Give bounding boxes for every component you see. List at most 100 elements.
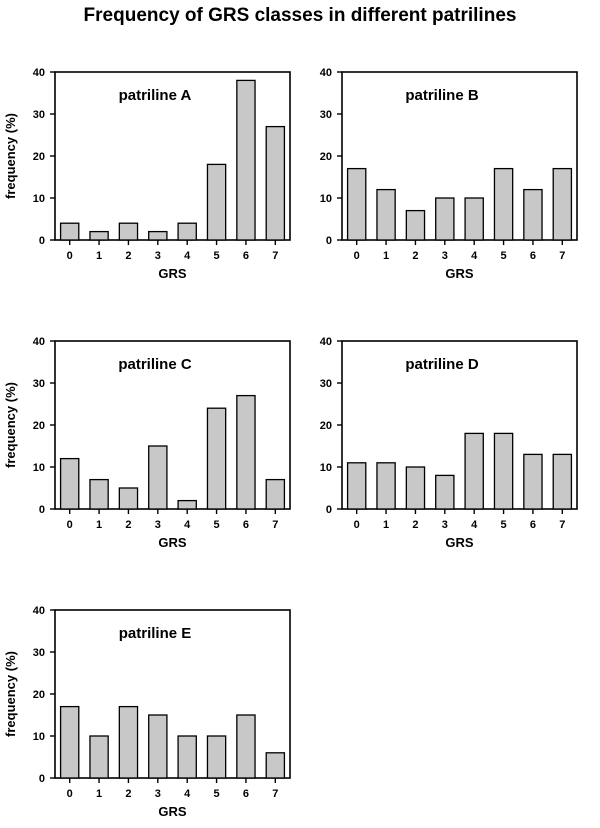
y-tick-label: 10 xyxy=(320,462,332,474)
bar xyxy=(118,487,139,510)
chart-panel: 0 10 20 30 40 0 1 2 3 4 5 6 7 patriline A GRS frequency… xyxy=(3,67,291,281)
x-axis-title: GRS xyxy=(158,266,187,281)
x-tick-label: 1 xyxy=(96,519,102,531)
x-tick-label: 5 xyxy=(214,250,220,262)
x-tick-label: 6 xyxy=(530,519,536,531)
x-tick-label: 3 xyxy=(155,788,161,800)
y-axis-title: frequency (%) xyxy=(3,113,18,199)
x-tick-label: 3 xyxy=(442,250,448,262)
bar xyxy=(405,209,426,241)
bar xyxy=(206,407,227,510)
y-axis-title: frequency (%) xyxy=(3,651,18,737)
y-tick-label: 10 xyxy=(33,731,45,743)
bar xyxy=(206,163,227,241)
x-tick-label: 4 xyxy=(471,250,478,262)
bar xyxy=(59,457,80,510)
panel-title: patriline C xyxy=(118,356,192,373)
y-tick-label: 30 xyxy=(320,378,332,390)
bar xyxy=(89,478,109,510)
y-tick-label: 10 xyxy=(33,462,45,474)
y-axis-title: frequency (%) xyxy=(3,382,18,468)
y-tick-label: 20 xyxy=(320,420,332,432)
bar xyxy=(523,453,543,510)
panel-title: patriline B xyxy=(405,87,479,104)
y-tick-label: 0 xyxy=(39,504,45,516)
bar xyxy=(89,735,109,779)
x-axis-title: GRS xyxy=(445,535,474,550)
y-tick-label: 40 xyxy=(33,605,45,617)
x-tick-label: 6 xyxy=(243,250,249,262)
chart-panel: 0 10 20 30 40 0 1 2 3 4 5 6 7 patriline E GRS frequency… xyxy=(3,605,291,819)
x-tick-label: 3 xyxy=(155,250,161,262)
x-tick-label: 2 xyxy=(125,519,131,531)
bar xyxy=(59,705,80,779)
bar xyxy=(177,222,197,241)
x-tick-label: 5 xyxy=(501,519,507,531)
x-tick-label: 7 xyxy=(272,788,278,800)
bar xyxy=(236,714,256,779)
y-tick-label: 40 xyxy=(33,336,45,348)
panel-title: patriline D xyxy=(405,356,479,373)
y-tick-label: 0 xyxy=(326,504,332,516)
x-tick-label: 0 xyxy=(67,519,73,531)
x-axis-title: GRS xyxy=(158,804,187,819)
bar xyxy=(265,478,286,510)
x-tick-label: 2 xyxy=(125,250,131,262)
bar xyxy=(464,432,484,510)
bar xyxy=(148,445,168,510)
y-tick-label: 30 xyxy=(33,647,45,659)
bar xyxy=(464,197,484,241)
chart-panel: 0 10 20 30 40 0 1 2 3 4 5 6 7 patriline D GRS xyxy=(320,336,578,550)
x-tick-label: 0 xyxy=(67,788,73,800)
y-tick-label: 30 xyxy=(320,109,332,121)
bar xyxy=(265,125,286,241)
y-tick-label: 20 xyxy=(33,420,45,432)
y-tick-label: 30 xyxy=(33,378,45,390)
x-tick-label: 5 xyxy=(214,788,220,800)
bar xyxy=(346,167,367,241)
bar xyxy=(346,462,367,510)
y-tick-label: 20 xyxy=(33,689,45,701)
x-tick-label: 5 xyxy=(214,519,220,531)
y-tick-label: 40 xyxy=(320,336,332,348)
bar xyxy=(523,188,543,241)
y-tick-label: 10 xyxy=(33,193,45,205)
bar xyxy=(118,222,139,241)
bar xyxy=(376,188,396,241)
bar xyxy=(148,230,168,241)
panel-title: patriline A xyxy=(119,87,192,104)
x-tick-label: 1 xyxy=(96,788,102,800)
x-tick-label: 2 xyxy=(125,788,131,800)
x-tick-label: 3 xyxy=(155,519,161,531)
chart-panel: 0 10 20 30 40 0 1 2 3 4 5 6 7 patriline B GRS xyxy=(320,67,578,281)
x-tick-label: 5 xyxy=(501,250,507,262)
y-tick-label: 10 xyxy=(320,193,332,205)
x-tick-label: 2 xyxy=(412,519,418,531)
x-tick-label: 7 xyxy=(272,519,278,531)
x-tick-label: 1 xyxy=(96,250,102,262)
y-tick-label: 20 xyxy=(320,151,332,163)
x-axis-title: GRS xyxy=(158,535,187,550)
y-tick-label: 0 xyxy=(39,235,45,247)
bar xyxy=(376,462,396,510)
bar xyxy=(405,466,426,510)
bar xyxy=(236,394,256,510)
bar xyxy=(435,197,455,241)
figure-title: Frequency of GRS classes in different pa… xyxy=(83,5,517,26)
bar xyxy=(552,453,573,510)
bar xyxy=(89,230,109,241)
x-tick-label: 4 xyxy=(471,519,478,531)
x-tick-label: 0 xyxy=(354,250,360,262)
x-tick-label: 7 xyxy=(559,519,565,531)
bar xyxy=(59,222,80,241)
y-tick-label: 20 xyxy=(33,151,45,163)
x-tick-label: 6 xyxy=(243,519,249,531)
y-tick-label: 40 xyxy=(320,67,332,79)
x-axis-title: GRS xyxy=(445,266,474,281)
x-tick-label: 4 xyxy=(184,519,191,531)
bar xyxy=(118,705,139,779)
x-tick-label: 0 xyxy=(67,250,73,262)
x-tick-label: 2 xyxy=(412,250,418,262)
bar xyxy=(493,167,514,241)
